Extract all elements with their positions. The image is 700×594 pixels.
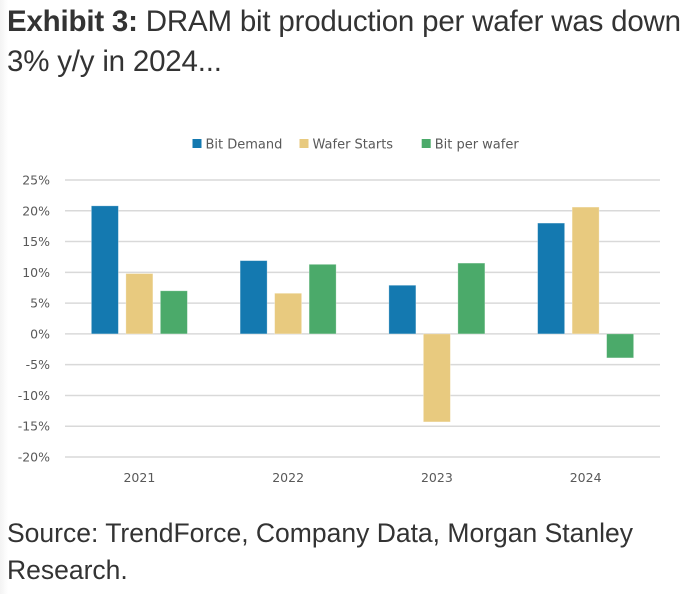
legend-label: Bit per wafer	[435, 138, 520, 153]
legend-label: Wafer Starts	[313, 138, 394, 153]
exhibit-label: Exhibit 3:	[7, 5, 138, 38]
y-tick-label: 20%	[22, 203, 50, 218]
bar-bit-demand-2024	[537, 222, 566, 335]
bar-wafer-starts-2023	[422, 333, 451, 423]
x-tick-label: 2024	[570, 470, 602, 485]
x-axis-ticks: 2021 2022 2023 2024	[123, 470, 601, 485]
exhibit-title-text: DRAM bit production per wafer was down 3…	[7, 5, 681, 78]
exhibit-title: Exhibit 3: DRAM bit production per wafer…	[7, 2, 697, 82]
bar-wafer-starts-2021	[125, 273, 154, 335]
legend-label: Bit Demand	[206, 138, 283, 153]
y-tick-label: -20%	[18, 450, 50, 465]
left-edge-shade	[0, 0, 8, 594]
bar-bit-per-wafer-2022	[308, 263, 337, 335]
bar-bit-demand-2023	[388, 284, 417, 335]
bar-chart: Bit Demand Wafer Starts Bit per wafer 25%2…	[18, 138, 660, 485]
legend-swatch-wafer-starts	[299, 139, 309, 148]
source-note: Source: TrendForce, Company Data, Morgan…	[7, 518, 633, 585]
y-tick-label: 5%	[30, 296, 50, 311]
x-tick-label: 2021	[123, 470, 155, 485]
y-tick-label: -10%	[18, 388, 50, 403]
bar-wafer-starts-2022	[274, 292, 303, 335]
chart-legend: Bit Demand Wafer Starts Bit per wafer	[192, 138, 520, 153]
bar-wafer-starts-2024	[571, 206, 600, 335]
y-tick-label: 0%	[30, 326, 50, 341]
y-tick-label: -15%	[18, 419, 50, 434]
x-tick-label: 2023	[421, 470, 453, 485]
bar-bit-per-wafer-2024	[606, 333, 635, 359]
y-tick-label: 15%	[22, 234, 50, 249]
chart-bars	[90, 205, 635, 423]
bar-bit-demand-2021	[90, 205, 119, 335]
y-axis-ticks: 25% 20% 15% 10% 5% 0% -5% -10% -15% -20%	[18, 173, 50, 465]
legend-swatch-bit-per-wafer	[421, 139, 431, 148]
y-tick-label: 10%	[22, 265, 50, 280]
y-tick-label: 25%	[22, 173, 50, 188]
legend-swatch-bit-demand	[192, 139, 202, 148]
x-tick-label: 2022	[272, 470, 304, 485]
bar-bit-demand-2022	[239, 260, 268, 335]
bar-bit-per-wafer-2021	[159, 290, 188, 335]
y-tick-label: -5%	[26, 357, 50, 372]
chart-gridlines	[65, 179, 660, 458]
bar-bit-per-wafer-2023	[457, 262, 486, 335]
